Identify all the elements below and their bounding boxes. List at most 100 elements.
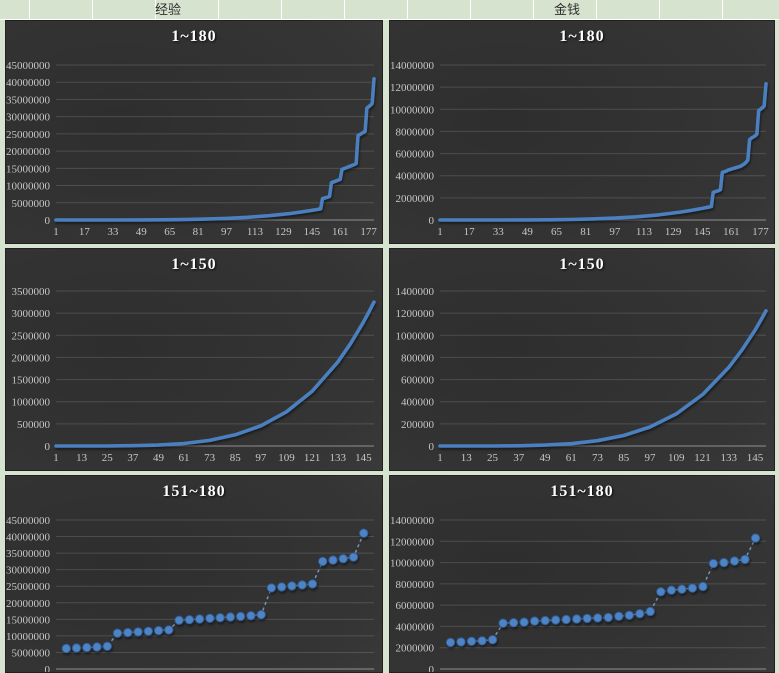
svg-text:40000000: 40000000 [6,77,51,89]
svg-text:0: 0 [45,215,51,227]
svg-text:109: 109 [668,452,685,464]
svg-text:400000: 400000 [401,397,435,409]
svg-text:81: 81 [193,226,204,238]
svg-text:600000: 600000 [401,375,435,387]
chart-title: 1~150 [171,256,217,273]
chart-plot: 0 500000 1000000 1500000 2000000 2500000 30000… [12,286,376,464]
svg-text:37: 37 [127,452,139,464]
svg-text:1: 1 [53,226,59,238]
svg-text:0: 0 [45,441,51,453]
svg-text:73: 73 [592,452,604,464]
svg-text:33: 33 [493,226,505,238]
svg-text:121: 121 [304,452,321,464]
chart-title: 151~180 [162,483,226,500]
svg-text:35000000: 35000000 [6,548,51,560]
chart-experience-1-180[interactable]: 1~180 0 5000000 10000000 15000000 20000000 25… [5,20,383,244]
svg-text:15000000: 15000000 [6,163,51,175]
svg-text:145: 145 [694,226,711,238]
chart-experience-1-150[interactable]: 1~150 0 500000 1000000 1500000 2000000 250000… [5,248,383,471]
svg-text:37: 37 [513,452,525,464]
svg-text:800000: 800000 [401,352,435,364]
svg-text:133: 133 [721,452,738,464]
svg-text:6000000: 6000000 [396,149,435,161]
svg-text:10000000: 10000000 [6,181,51,193]
svg-text:25000000: 25000000 [6,581,51,593]
svg-text:2500000: 2500000 [12,330,51,342]
svg-text:129: 129 [275,226,292,238]
header-row: 经验 金钱 [0,0,779,20]
chart-money-151-180[interactable]: 151~180 0 2000000 4000000 6000000 8000000 100… [389,475,775,673]
svg-text:20000000: 20000000 [6,146,51,158]
svg-text:97: 97 [255,452,267,464]
svg-text:33: 33 [107,226,119,238]
svg-text:1: 1 [53,452,59,464]
svg-text:49: 49 [522,226,534,238]
svg-text:2000000: 2000000 [12,352,51,364]
svg-text:14000000: 14000000 [390,60,435,72]
svg-text:1500000: 1500000 [12,375,51,387]
svg-text:0: 0 [429,441,435,453]
svg-text:45000000: 45000000 [6,60,51,72]
svg-text:49: 49 [136,226,148,238]
chart-title: 1~150 [559,256,605,273]
chart-title: 1~180 [559,28,605,45]
svg-text:17: 17 [79,226,91,238]
svg-text:3000000: 3000000 [12,308,51,320]
svg-text:5000000: 5000000 [12,198,51,210]
svg-text:177: 177 [752,226,769,238]
svg-text:85: 85 [230,452,242,464]
svg-text:1: 1 [437,452,443,464]
svg-text:6000000: 6000000 [396,600,435,612]
svg-text:61: 61 [179,452,190,464]
svg-text:13: 13 [76,452,88,464]
svg-text:500000: 500000 [17,419,51,431]
svg-text:4000000: 4000000 [396,621,435,633]
svg-text:161: 161 [332,226,349,238]
svg-text:97: 97 [221,226,233,238]
svg-text:97: 97 [609,226,621,238]
svg-text:121: 121 [694,452,711,464]
svg-text:177: 177 [360,226,377,238]
svg-text:5000000: 5000000 [12,647,51,659]
svg-text:97: 97 [645,452,657,464]
svg-text:30000000: 30000000 [6,112,51,124]
header-cell-experience[interactable]: 经验 [154,2,181,17]
svg-text:30000000: 30000000 [6,565,51,577]
chart-plot: 0 5000000 10000000 15000000 20000000 25000000… [6,515,374,672]
svg-text:8000000: 8000000 [396,579,435,591]
svg-text:200000: 200000 [401,419,435,431]
svg-text:1400000: 1400000 [396,286,435,298]
svg-text:109: 109 [278,452,295,464]
chart-plot: 0 200000 400000 600000 800000 1000000 1200000 1… [396,286,768,464]
svg-text:81: 81 [580,226,591,238]
svg-text:61: 61 [566,452,577,464]
svg-text:4000000: 4000000 [396,171,435,183]
svg-text:2000000: 2000000 [396,643,435,655]
svg-text:65: 65 [164,226,176,238]
svg-text:25: 25 [487,452,499,464]
svg-text:1200000: 1200000 [396,308,435,320]
svg-text:35000000: 35000000 [6,94,51,106]
svg-text:113: 113 [247,226,264,238]
svg-text:45000000: 45000000 [6,515,51,527]
svg-text:113: 113 [636,226,653,238]
chart-money-1-150[interactable]: 1~150 0 200000 400000 600000 800000 1000000 12… [389,248,775,471]
header-cell-money[interactable]: 金钱 [553,2,580,17]
svg-text:17: 17 [464,226,476,238]
svg-text:12000000: 12000000 [390,82,435,94]
chart-title: 1~180 [171,28,217,45]
chart-experience-151-180[interactable]: 151~180 0 5000000 10000000 15000000 20000000… [5,475,383,673]
svg-text:2000000: 2000000 [396,193,435,205]
chart-plot: 0 5000000 10000000 15000000 20000000 25000000… [6,60,377,238]
svg-text:12000000: 12000000 [390,536,435,548]
svg-text:145: 145 [747,452,764,464]
svg-text:3500000: 3500000 [12,286,51,298]
chart-plot: 0 2000000 4000000 6000000 8000000 10000000 120… [390,60,769,238]
svg-text:85: 85 [618,452,630,464]
svg-text:0: 0 [429,664,435,673]
chart-money-1-180[interactable]: 1~180 0 2000000 4000000 6000000 8000000 10000… [389,20,775,244]
svg-text:161: 161 [723,226,740,238]
svg-text:129: 129 [665,226,682,238]
svg-text:10000000: 10000000 [6,631,51,643]
